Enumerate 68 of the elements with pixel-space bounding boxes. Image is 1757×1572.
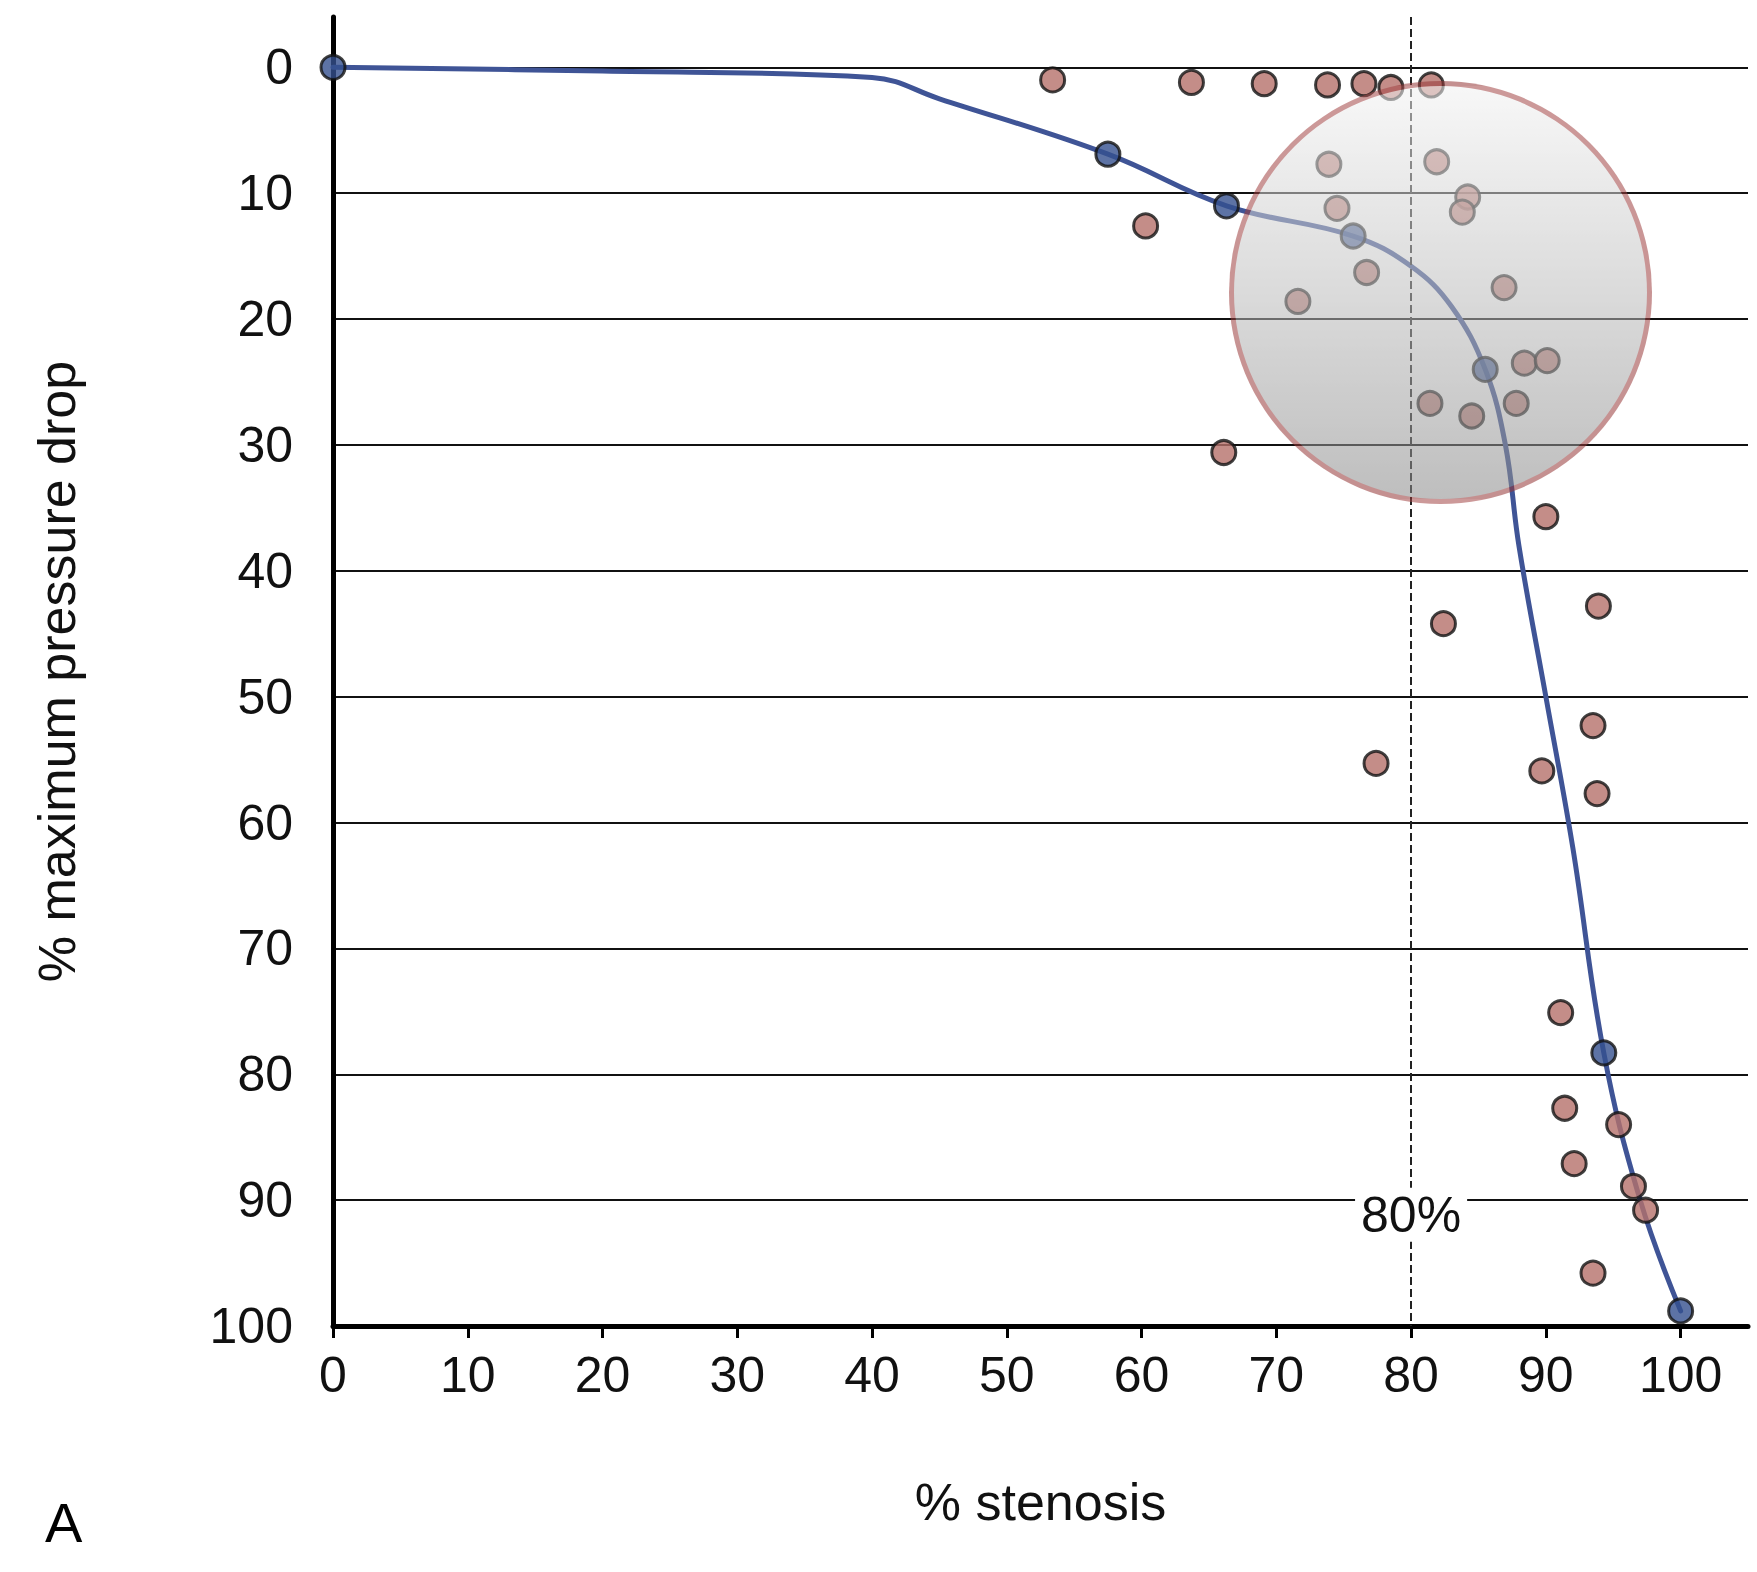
point xyxy=(1353,259,1381,286)
x-tick-label: 30 xyxy=(709,1347,766,1403)
point xyxy=(1551,1094,1579,1122)
point xyxy=(1490,274,1518,302)
point xyxy=(1423,148,1451,176)
y-tick-label: 90 xyxy=(237,1172,293,1229)
point xyxy=(319,53,347,81)
point xyxy=(1284,287,1312,315)
point xyxy=(1177,68,1205,96)
point xyxy=(1210,439,1238,466)
point xyxy=(1213,192,1240,220)
point xyxy=(1528,757,1556,785)
y-tick-label: 40 xyxy=(237,542,293,599)
point xyxy=(1350,70,1378,98)
point xyxy=(1417,71,1445,99)
point xyxy=(1323,194,1351,222)
y-tick-label: 100 xyxy=(209,1298,293,1354)
ref-line-label: 80% xyxy=(1361,1186,1462,1243)
point xyxy=(1315,150,1343,178)
point xyxy=(1416,389,1444,417)
point xyxy=(1314,71,1342,99)
point xyxy=(1547,999,1575,1027)
point xyxy=(1502,389,1530,417)
point xyxy=(1510,349,1538,377)
point xyxy=(1094,140,1122,168)
y-tick-label: 60 xyxy=(237,794,293,851)
point xyxy=(1590,1039,1618,1067)
y-tick-label: 70 xyxy=(237,920,293,977)
y-tick-label: 30 xyxy=(237,416,293,473)
point xyxy=(1532,503,1560,531)
point xyxy=(1132,212,1160,240)
point xyxy=(1471,355,1499,383)
point xyxy=(1632,1196,1660,1224)
point xyxy=(1583,780,1611,808)
point xyxy=(1533,347,1561,375)
y-axis-title: % maximum pressure drop xyxy=(28,360,86,983)
point xyxy=(1377,73,1405,101)
point xyxy=(1339,222,1367,250)
text: A xyxy=(45,1490,83,1555)
y-tick-label: 0 xyxy=(265,39,293,96)
point xyxy=(1039,66,1067,94)
point xyxy=(1579,1259,1607,1287)
x-tick-label: 80 xyxy=(1383,1347,1439,1403)
x-tick-label: 60 xyxy=(1113,1347,1170,1403)
y-tick-label: 10 xyxy=(237,165,293,222)
y-tick-label: 80 xyxy=(237,1046,293,1103)
x-tick-label: 100 xyxy=(1638,1347,1723,1403)
x-tick-label: 90 xyxy=(1518,1347,1574,1403)
point xyxy=(1250,70,1278,98)
y-tick-label: 20 xyxy=(237,291,293,348)
point xyxy=(1619,1172,1647,1200)
point xyxy=(1667,1297,1695,1325)
point xyxy=(1579,712,1607,740)
point xyxy=(1429,610,1457,638)
x-tick-label: 50 xyxy=(979,1347,1035,1403)
x-axis-title: % stenosis xyxy=(914,1473,1167,1531)
point xyxy=(1458,402,1486,430)
x-tick-label: 40 xyxy=(844,1347,900,1403)
x-tick-label: 10 xyxy=(439,1347,496,1403)
point xyxy=(1605,1111,1633,1139)
x-tick-label: 70 xyxy=(1248,1347,1305,1403)
y-tick-label: 50 xyxy=(237,668,293,725)
point xyxy=(1362,749,1390,777)
point xyxy=(1560,1150,1588,1178)
x-tick-label: 20 xyxy=(574,1347,631,1403)
point xyxy=(1448,198,1476,226)
x-tick-label: 0 xyxy=(319,1347,347,1403)
point xyxy=(1584,592,1612,620)
